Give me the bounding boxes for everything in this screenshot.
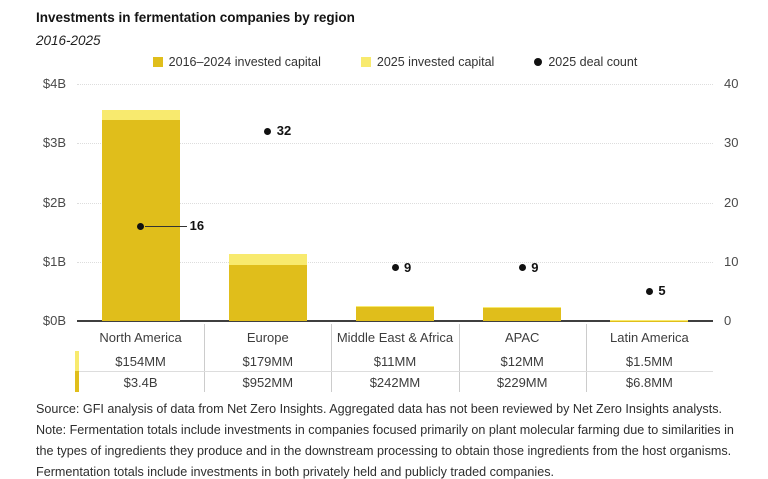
- page-subtitle: 2016-2025: [36, 33, 101, 48]
- legend-item-2025: 2025 invested capital: [360, 55, 495, 69]
- deal-count-label: 16: [189, 218, 205, 234]
- table-cell-2025-invested: $1.5MM: [625, 354, 673, 369]
- table-cell-2025-invested: $154MM: [115, 354, 166, 369]
- dot-swatch-icon: [534, 58, 543, 66]
- table-cell-2016-2024-invested: $3.4B: [123, 375, 158, 390]
- column-separator: [458, 324, 460, 392]
- y-axis-label-left: $0B: [42, 313, 66, 328]
- grid-line: [77, 143, 713, 145]
- row-marker-2016-2024: [75, 371, 79, 392]
- category-label: Latin America: [610, 330, 689, 345]
- bar-segment-2016-2024: [228, 264, 307, 321]
- category-label: APAC: [504, 330, 540, 345]
- deal-count-label: 5: [658, 283, 666, 299]
- column-separator: [585, 324, 587, 392]
- y-axis-label-right: 10: [724, 253, 739, 269]
- deal-count-dot: [645, 287, 653, 295]
- category-label: Middle East & Africa: [336, 330, 454, 345]
- bar-segment-2016-2024: [101, 119, 180, 321]
- deal-count-dot: [518, 264, 526, 272]
- y-axis-label-right: 30: [724, 135, 739, 151]
- bar-segment-2016-2024: [356, 306, 434, 321]
- deal-count-label: 9: [404, 259, 412, 275]
- bar-segment-2025: [356, 306, 434, 307]
- y-axis-label-right: 40: [724, 76, 739, 91]
- deal-count-connector: [144, 225, 187, 228]
- category-label: North America: [99, 330, 182, 345]
- bar-segment-2025: [610, 320, 689, 321]
- y-axis-label-right: 20: [724, 194, 739, 210]
- table-cell-2016-2024-invested: $229MM: [496, 375, 548, 390]
- table-cell-2016-2024-invested: $242MM: [369, 375, 421, 390]
- deal-count-dot: [264, 127, 272, 135]
- legend-label: 2025 invested capital: [376, 55, 495, 69]
- square-swatch-icon: [360, 57, 371, 67]
- y-axis-label-left: $4B: [42, 76, 66, 91]
- legend-label: 2025 deal count: [548, 55, 638, 69]
- table-cell-2016-2024-invested: $952MM: [242, 375, 294, 390]
- deal-count-label: 9: [531, 259, 539, 275]
- grid-line: [77, 84, 713, 85]
- y-axis-label-right: 0: [724, 313, 732, 328]
- bar-segment-2016-2024: [483, 307, 562, 321]
- square-swatch-icon: [152, 57, 163, 67]
- legend-label: 2016–2024 invested capital: [168, 55, 321, 69]
- column-separator: [331, 324, 333, 392]
- row-marker-2025: [75, 351, 79, 371]
- legend-item-deal-count: 2025 deal count: [534, 55, 637, 69]
- category-label: Europe: [246, 330, 289, 345]
- bar-segment-2025: [101, 110, 180, 120]
- x-axis-line: [77, 320, 713, 322]
- row-divider: [77, 371, 713, 372]
- page-title: Investments in fermentation companies by…: [36, 10, 355, 25]
- table-cell-2025-invested: $179MM: [242, 354, 294, 369]
- legend-item-2016-2024: 2016–2024 invested capital: [152, 55, 321, 69]
- chart-legend: 2016–2024 invested capital 2025 invested…: [77, 55, 713, 69]
- y-axis-label-left: $3B: [42, 135, 66, 151]
- grid-line: [77, 261, 713, 263]
- table-cell-2016-2024-invested: $6.8MM: [625, 375, 673, 390]
- table-cell-2025-invested: $11MM: [373, 354, 417, 369]
- column-separator: [204, 324, 206, 392]
- deal-count-label: 32: [276, 123, 292, 139]
- y-axis-label-left: $1B: [42, 253, 66, 269]
- plot-area: 16 32 9 9 5: [77, 84, 713, 322]
- grid-line: [77, 202, 713, 204]
- bar-segment-2025: [483, 306, 562, 308]
- bar-segment-2025: [228, 254, 307, 265]
- y-axis-label-left: $2B: [42, 194, 66, 210]
- deal-count-dot: [391, 264, 399, 272]
- table-cell-2025-invested: $12MM: [500, 354, 544, 369]
- source-note: Source: GFI analysis of data from Net Ze…: [36, 402, 734, 479]
- deal-count-dot: [137, 222, 145, 230]
